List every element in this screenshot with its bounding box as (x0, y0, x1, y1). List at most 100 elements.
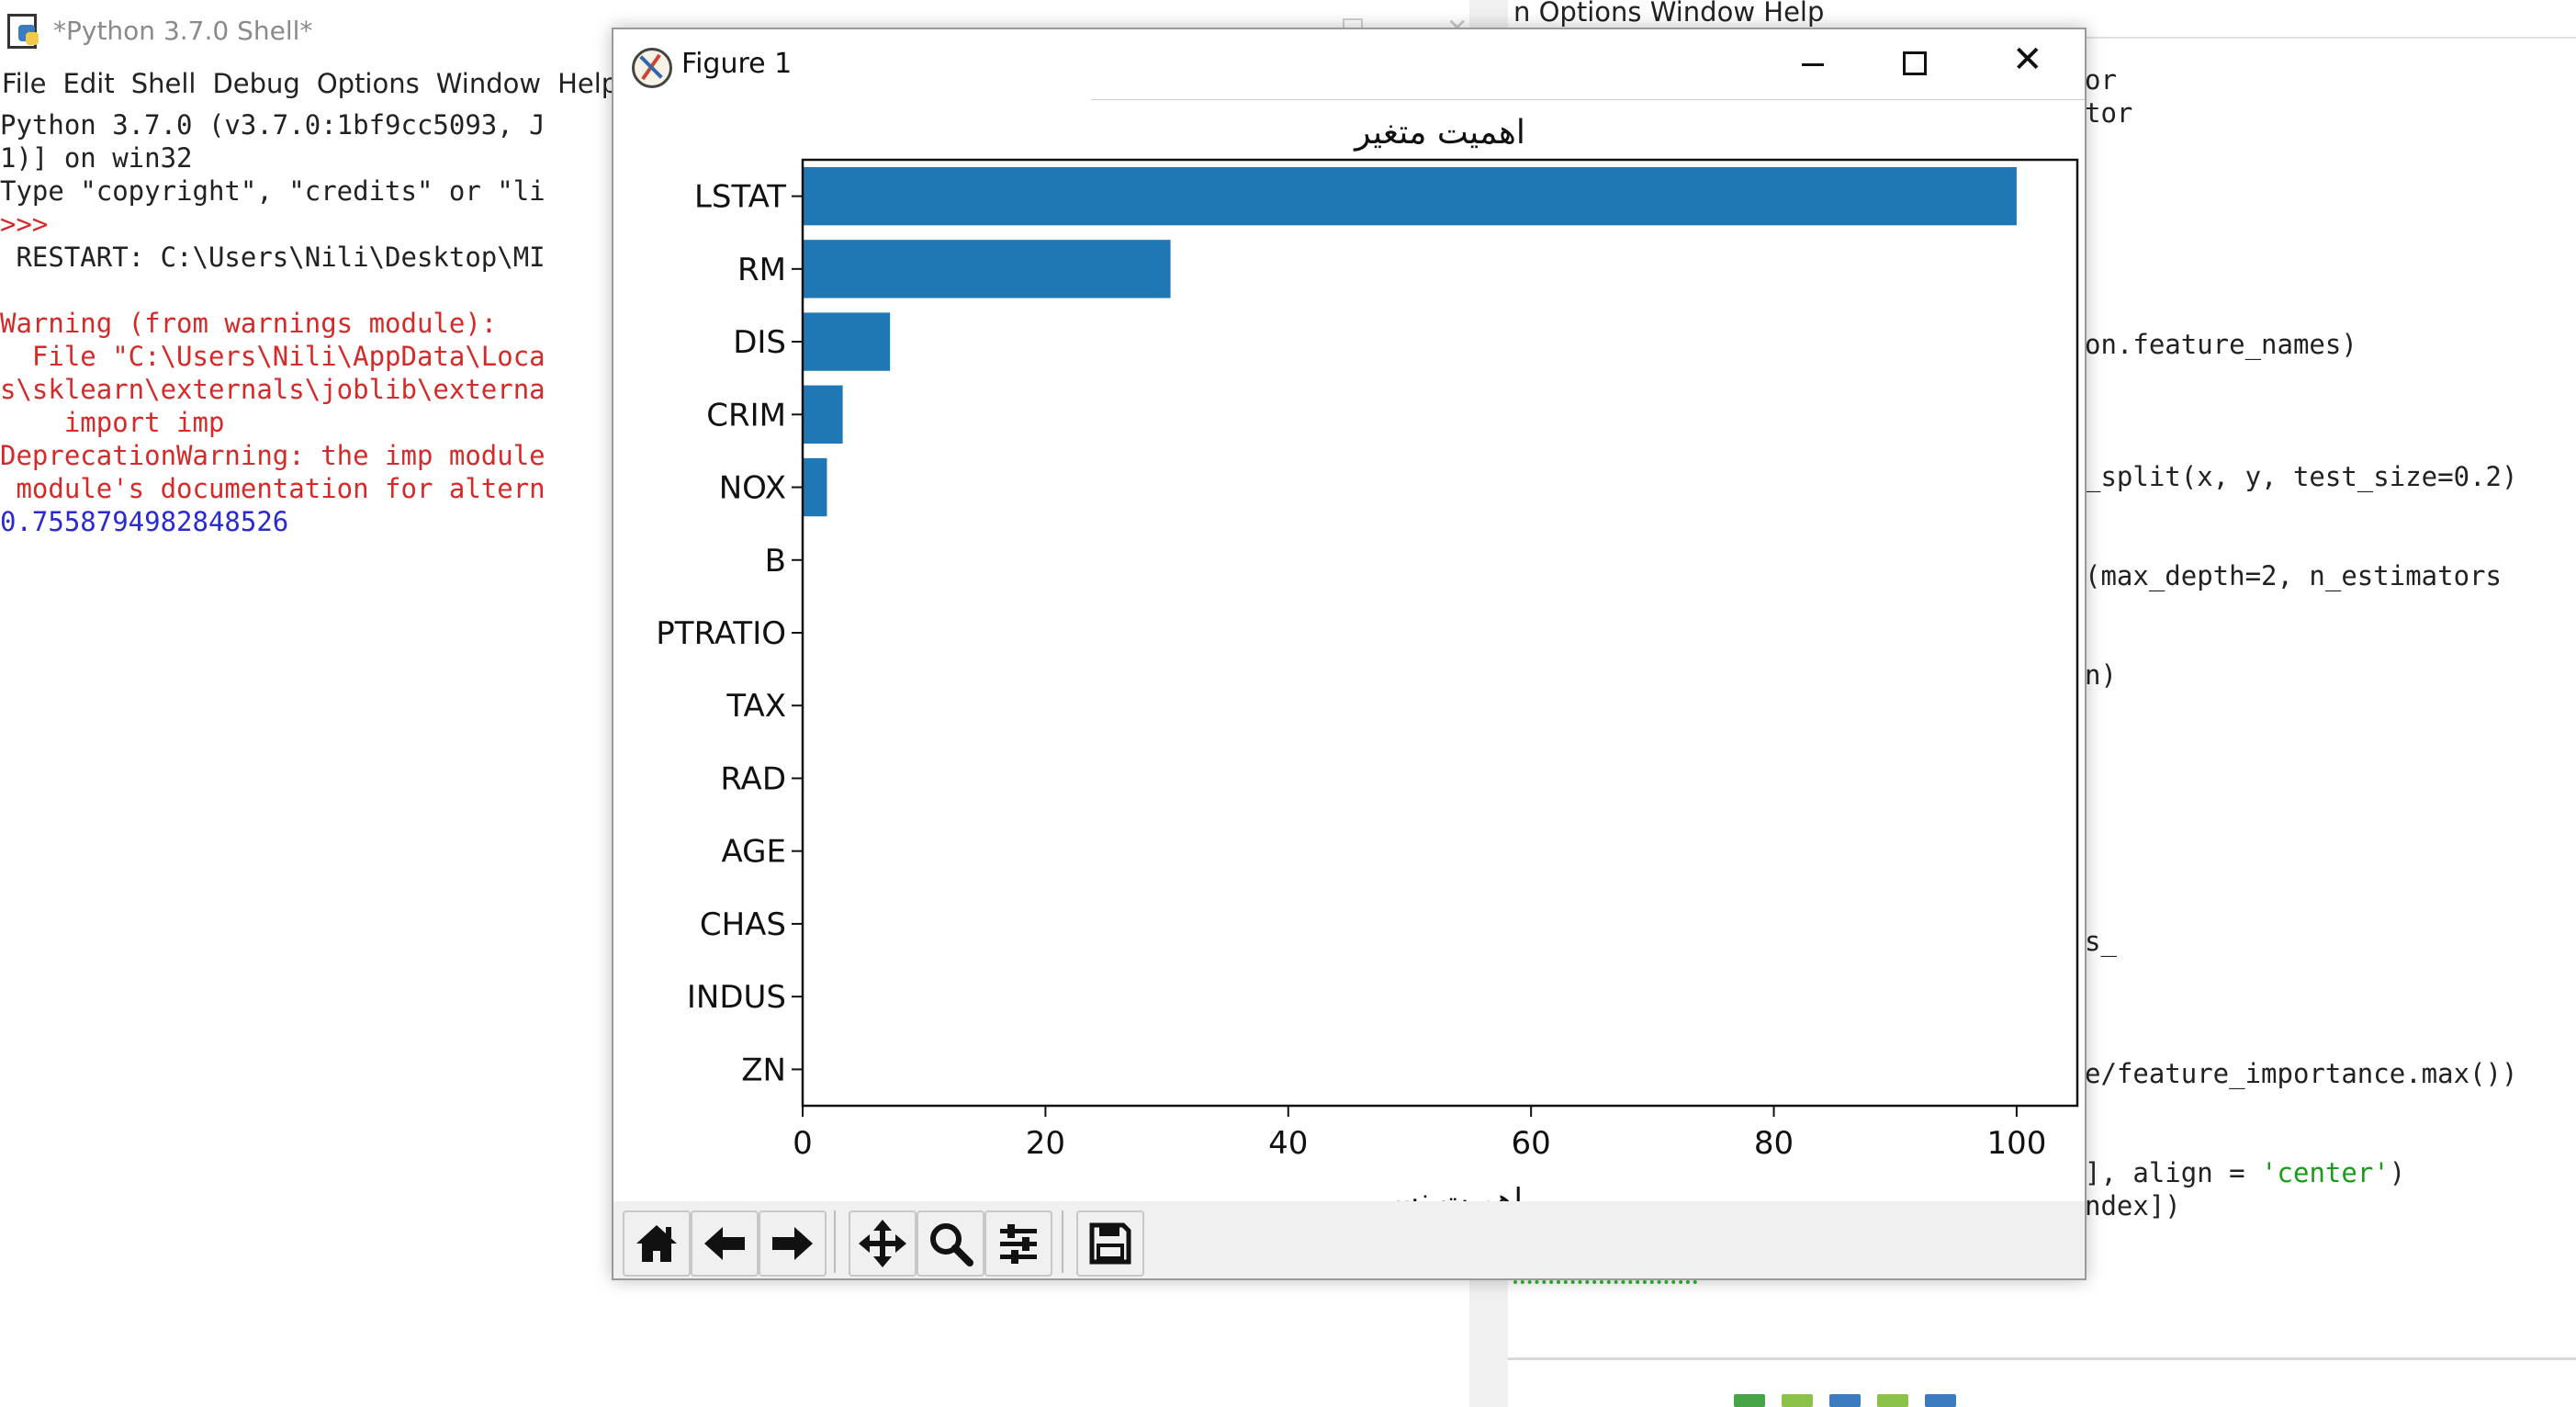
status-bar-border (1508, 1357, 2576, 1360)
toolbar-separator (1062, 1210, 1063, 1273)
editor-code-line: or (2085, 64, 2117, 96)
x-tick-label: 60 (1512, 1125, 1551, 1162)
y-tick-label: INDUS (687, 979, 786, 1016)
y-tick-label: CHAS (700, 906, 786, 943)
y-tick-label: LSTAT (694, 179, 786, 216)
menu-file[interactable]: File (2, 68, 47, 99)
home-icon[interactable] (623, 1210, 691, 1277)
editor-code-line: on.feature_names) (2085, 329, 2357, 360)
code-text: (max_depth=2, n_estimators (2085, 560, 2502, 591)
code-string: 'center' (2261, 1157, 2390, 1188)
y-tick-label: CRIM (706, 397, 786, 433)
code-text: _split(x, y, test_size=0.2) (2085, 461, 2518, 492)
navigation-toolbar (613, 1201, 2085, 1278)
chart-bar (803, 385, 843, 444)
configure-icon[interactable] (984, 1210, 1052, 1277)
shell-output-line (0, 274, 546, 307)
x-axis-label: اهمیت نسبی (1357, 1182, 1523, 1201)
editor-code-line: ndex]) (2085, 1190, 2181, 1221)
code-text: ], align = (2085, 1157, 2262, 1188)
matplotlib-figure-window: Figure 1 ✕ اهمیت متغیر LSTAT RM DIS CRIM NOX B… (612, 28, 2087, 1280)
code-highlight (1513, 1266, 1697, 1284)
y-tick-label: ZN (741, 1052, 786, 1088)
chart-bar (803, 240, 1171, 298)
editor-code-line: _split(x, y, test_size=0.2) (2085, 461, 2517, 492)
code-text: e/feature_importance.max()) (2085, 1058, 2518, 1089)
y-tick-label: DIS (733, 324, 786, 361)
chart-bar (803, 166, 2017, 226)
taskbar-icon[interactable] (1782, 1394, 1813, 1407)
menu-shell[interactable]: Shell (130, 68, 197, 99)
menu-edit[interactable]: Edit (62, 68, 115, 99)
x-tick-label: 20 (1026, 1125, 1065, 1162)
editor-code-line: e/feature_importance.max()) (2085, 1058, 2517, 1089)
y-tick-label: TAX (726, 688, 786, 725)
code-text: s_ (2085, 926, 2117, 957)
shell-output-line: Python 3.7.0 (v3.7.0:1bf9cc5093, J (0, 109, 546, 141)
matplotlib-icon (632, 48, 672, 88)
chart-title: اهمیت متغیر (1353, 114, 1525, 152)
shell-output-line: s\sklearn\externals\joblib\externa (0, 374, 546, 405)
shell-output-line: File "C:\Users\Nili\AppData\Loca (0, 341, 546, 372)
editor-code-line: tor (2085, 97, 2132, 129)
editor-code-line: (max_depth=2, n_estimators (2085, 560, 2502, 591)
bar-chart: اهمیت متغیر LSTAT RM DIS CRIM NOX B PTRATIO TAX R… (656, 114, 2079, 1201)
y-tick-label: B (765, 543, 786, 580)
python-idle-icon (6, 12, 40, 49)
shell-title: *Python 3.7.0 Shell* (53, 15, 313, 46)
menu-window[interactable]: Window (435, 68, 542, 99)
x-tick-label: 0 (793, 1125, 813, 1162)
y-tick-label: RAD (720, 760, 786, 797)
x-tick-label: 100 (1986, 1125, 2046, 1162)
y-tick-label: PTRATIO (656, 615, 786, 652)
taskbar-icon[interactable] (1877, 1394, 1908, 1407)
forward-icon[interactable] (759, 1210, 827, 1277)
pan-icon[interactable] (849, 1210, 917, 1277)
taskbar-icon[interactable] (1925, 1394, 1956, 1407)
shell-output-line: 0.7558794982848526 (0, 506, 289, 537)
editor-code-line: n) (2085, 659, 2117, 691)
shell-menubar: File Edit Shell Debug Options Window Hel… (0, 68, 620, 105)
close-icon[interactable]: ✕ (2012, 39, 2043, 81)
x-tick-label: 80 (1754, 1125, 1794, 1162)
chart-bar (803, 457, 827, 517)
code-text: ) (2389, 1157, 2406, 1188)
chart-bar (803, 312, 891, 371)
taskbar-icon[interactable] (1734, 1394, 1765, 1407)
shell-output-line: >>> (0, 208, 64, 240)
maximize-icon[interactable] (1903, 51, 1927, 75)
save-icon[interactable] (1076, 1210, 1144, 1277)
shell-output-line: module's documentation for altern (0, 473, 546, 504)
code-text: n) (2085, 659, 2117, 691)
shell-output-line: DeprecationWarning: the imp module (0, 440, 546, 471)
taskbar-icon[interactable] (1829, 1394, 1861, 1407)
zoom-icon[interactable] (917, 1210, 984, 1277)
figure-titlebar[interactable]: Figure 1 ✕ (613, 29, 2085, 103)
shell-output[interactable]: Python 3.7.0 (v3.7.0:1bf9cc5093, J 1)] on… (0, 108, 546, 538)
toolbar-separator (834, 1210, 836, 1273)
editor-code-line: ], align = 'center') (2085, 1157, 2405, 1188)
code-text: on.feature_names) (2085, 329, 2357, 360)
code-text: or (2085, 64, 2117, 96)
menu-options[interactable]: Options (316, 68, 420, 99)
shell-output-line: 1)] on win32 (0, 142, 193, 174)
y-tick-label: RM (737, 252, 786, 288)
menu-help[interactable]: Help (557, 68, 619, 99)
figure-title: Figure 1 (681, 48, 793, 80)
minimize-icon[interactable] (1802, 63, 1824, 66)
shell-output-line: import imp (0, 407, 225, 438)
divider (1091, 99, 2085, 100)
shell-output-line: Warning (from warnings module): (0, 308, 498, 339)
shell-output-line: RESTART: C:\Users\Nili\Desktop\MI (0, 242, 546, 273)
back-icon[interactable] (691, 1210, 759, 1277)
y-tick-label: AGE (722, 834, 787, 871)
code-text: ndex]) (2085, 1190, 2181, 1221)
editor-menubar[interactable]: n Options Window Help (1513, 0, 1825, 28)
x-tick-label: 40 (1268, 1125, 1308, 1162)
code-text: tor (2085, 97, 2133, 129)
shell-output-line: Type "copyright", "credits" or "li (0, 175, 546, 207)
menu-debug[interactable]: Debug (212, 68, 300, 99)
shell-titlebar: *Python 3.7.0 Shell* ✕ (0, 0, 1469, 61)
y-tick-label: NOX (719, 470, 786, 507)
editor-code-line: s_ (2085, 926, 2117, 957)
